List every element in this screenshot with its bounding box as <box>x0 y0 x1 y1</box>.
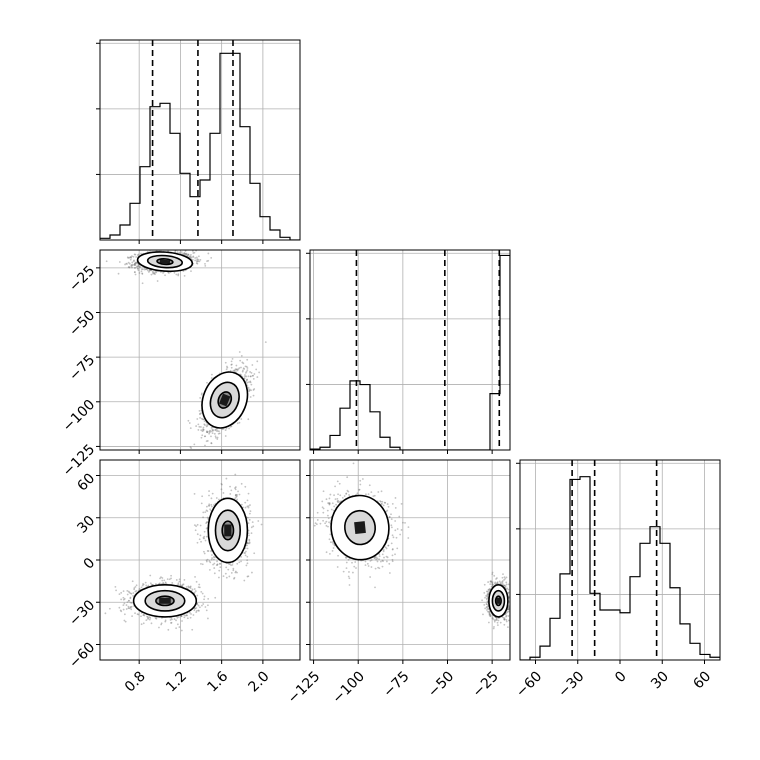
hist-0-frame <box>99 39 301 241</box>
scatter-1-2-cluster-1-contour-1 <box>491 589 506 612</box>
scatter-0-1-cluster-0-contour-0 <box>156 258 174 266</box>
scatter-0-1-ylabel-4: −25 <box>66 263 98 295</box>
scatter-0-2-ylabel-0: −60 <box>66 639 98 671</box>
scatter-0-2-ylabel-1: −30 <box>66 597 98 629</box>
scatter-0-1-ylabel-1: −100 <box>60 397 99 436</box>
scatter-1-2-cluster-0-contour-1 <box>330 494 390 561</box>
scatter-0-2-cluster-0-contour-2 <box>132 583 198 618</box>
scatter-1-2-xlabel-4: −25 <box>470 668 502 700</box>
scatter-1-2-xlabel-2: −75 <box>380 668 412 700</box>
scatter-0-2-cluster-1-contour-2 <box>207 497 249 564</box>
scatter-0-2-cluster-1-core <box>224 524 232 537</box>
scatter-1-2-xlabel-0: −125 <box>285 668 324 707</box>
scatter-1-2-points <box>313 462 510 630</box>
scatter-0-1-ylabel-0: −125 <box>60 441 99 480</box>
scatter-0-2-xlabel-3: 2.0 <box>246 668 273 695</box>
hist-2-xlabel-4: 60 <box>690 668 714 692</box>
hist-2-xlabel-2: 0 <box>612 668 630 686</box>
scatter-1-2-xlabel-1: −100 <box>329 668 368 707</box>
scatter-0-2-cluster-1-contour-1 <box>214 509 242 552</box>
scatter-1-2-cluster-1-contour-0 <box>494 595 502 607</box>
hist-2-steps <box>520 476 720 660</box>
scatter-0-2-cluster-0-contour-1 <box>144 589 186 612</box>
scatter-0-2-xlabel-2: 1.6 <box>204 668 231 695</box>
scatter-0-1-points <box>105 250 267 449</box>
scatter-0-2-cluster-1-contour-0 <box>221 520 235 541</box>
hist-1-steps <box>310 254 510 450</box>
scatter-0-1-cluster-1-core <box>219 393 231 407</box>
scatter-0-2-ylabel-4: 60 <box>74 470 98 494</box>
hist-2-xlabel-1: −30 <box>555 668 587 700</box>
scatter-0-2-ylabel-3: 30 <box>74 513 98 537</box>
hist-2-xlabel-0: −60 <box>513 668 545 700</box>
scatter-0-2-xlabel-1: 1.2 <box>163 668 190 695</box>
scatter-0-1-cluster-1-contour-0 <box>217 391 233 409</box>
scatter-0-1-ylabel-3: −50 <box>66 307 98 339</box>
scatter-1-2-cluster-1-core <box>496 597 501 604</box>
scatter-0-2-cluster-0-contour-0 <box>155 595 175 607</box>
scatter-1-2-cluster-0-core <box>354 521 366 535</box>
scatter-1-2-xlabel-3: −50 <box>425 668 457 700</box>
scatter-0-1-cluster-1-contour-1 <box>209 381 240 419</box>
scatter-0-2-points <box>104 473 263 632</box>
scatter-0-1-cluster-0-contour-1 <box>146 254 184 269</box>
scatter-0-1-frame <box>99 249 301 451</box>
hist-0-steps <box>100 52 300 240</box>
scatter-1-2-cluster-1-contour-2 <box>488 583 509 618</box>
scatter-0-1-cluster-1-contour-2 <box>201 371 249 429</box>
hist-1-frame <box>309 249 511 451</box>
scatter-0-2-cluster-0-core <box>159 597 171 604</box>
scatter-0-2-ylabel-2: 0 <box>81 555 99 573</box>
scatter-0-2-xlabel-0: 0.8 <box>122 668 149 695</box>
scatter-0-1-cluster-0-contour-2 <box>136 251 194 273</box>
scatter-0-1-ylabel-2: −75 <box>66 352 98 384</box>
scatter-1-2-cluster-0-contour-0 <box>344 509 376 546</box>
hist-2-xlabel-3: 30 <box>648 668 672 692</box>
scatter-0-1-cluster-0-core <box>159 259 171 264</box>
